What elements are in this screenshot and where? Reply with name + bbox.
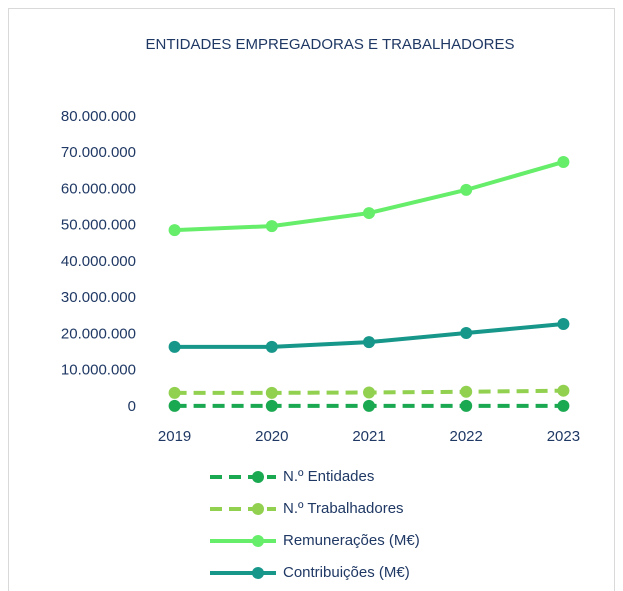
data-point <box>460 399 473 412</box>
data-point <box>363 207 375 220</box>
data-point <box>265 220 278 233</box>
data-point <box>363 399 375 412</box>
y-tick-label: 80.000.000 <box>61 108 136 125</box>
y-tick-label: 40.000.000 <box>61 253 136 270</box>
data-point <box>168 399 181 412</box>
legend-label: Contribuições (M€) <box>283 564 410 581</box>
data-point <box>363 386 375 399</box>
x-tick-label: 2020 <box>255 428 288 445</box>
y-tick-label: 70.000.000 <box>61 144 136 161</box>
data-point <box>460 327 473 340</box>
y-tick-label: 30.000.000 <box>61 289 136 306</box>
legend-label: Remunerações (M€) <box>283 532 420 549</box>
legend-label: N.º Trabalhadores <box>283 500 404 517</box>
data-point <box>168 386 181 399</box>
chart-title: ENTIDADES EMPREGADORAS E TRABALHADORES <box>146 36 515 53</box>
x-tick-label: 2022 <box>450 428 483 445</box>
chart-border <box>8 8 615 591</box>
y-tick-label: 0 <box>128 398 136 415</box>
y-tick-label: 20.000.000 <box>61 325 136 342</box>
data-point <box>557 317 570 330</box>
legend-marker <box>252 503 264 515</box>
x-tick-label: 2019 <box>158 428 191 445</box>
data-point <box>168 340 181 353</box>
y-tick-label: 60.000.000 <box>61 180 136 197</box>
data-point <box>460 183 473 196</box>
series-line <box>174 160 564 233</box>
data-point <box>557 399 570 412</box>
legend-marker <box>252 567 264 579</box>
legend-label: N.º Entidades <box>283 468 374 485</box>
x-tick-label: 2023 <box>547 428 580 445</box>
data-point <box>265 340 278 353</box>
data-point <box>265 386 278 399</box>
data-point <box>363 336 375 349</box>
data-point <box>557 155 570 168</box>
x-tick-label: 2021 <box>352 428 385 445</box>
data-point <box>265 399 278 412</box>
data-point <box>168 224 181 237</box>
legend-marker <box>252 535 264 547</box>
y-tick-label: 10.000.000 <box>61 362 136 379</box>
data-point <box>557 384 570 397</box>
y-tick-label: 50.000.000 <box>61 217 136 234</box>
legend-marker <box>252 471 264 483</box>
data-point <box>460 385 473 398</box>
